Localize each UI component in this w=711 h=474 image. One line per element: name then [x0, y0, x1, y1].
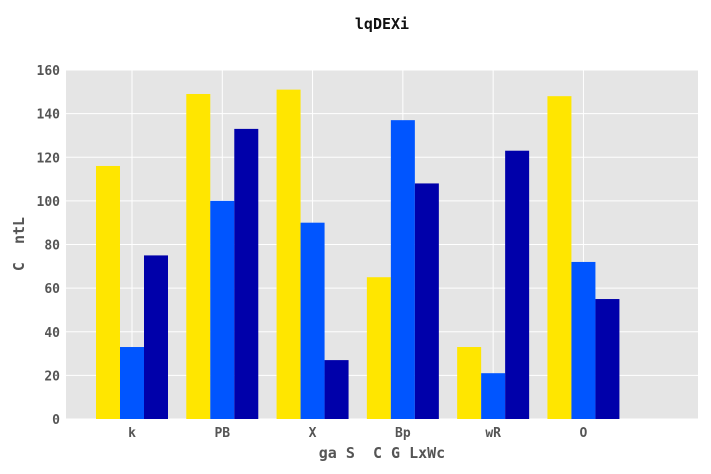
y-axis-ticks: 0 20 40 60 80 100 120 140 160: [37, 64, 61, 428]
x-tick-label: O: [580, 426, 588, 441]
bar: [186, 94, 210, 419]
y-axis-label: C ntL: [10, 217, 28, 271]
y-tick-label: 100: [37, 195, 61, 210]
bar: [505, 151, 529, 419]
bar: [415, 183, 439, 419]
bar: [325, 360, 349, 419]
bar: [96, 166, 120, 419]
y-tick-label: 80: [44, 239, 60, 254]
bar: [301, 223, 325, 419]
x-axis-ticks: k PB X Bp wR O: [128, 426, 587, 441]
bar: [391, 120, 415, 419]
bar: [234, 129, 258, 419]
bar: [571, 262, 595, 419]
y-tick-label: 20: [44, 369, 60, 384]
x-tick-label: PB: [214, 426, 230, 441]
y-tick-label: 160: [37, 64, 61, 79]
bar: [457, 347, 481, 419]
x-axis-label: ga S C G LxWc: [319, 444, 445, 462]
bar: [481, 373, 505, 419]
bar: [367, 277, 391, 419]
y-tick-label: 60: [44, 282, 60, 297]
chart-title: lqDEXi: [355, 15, 409, 33]
bar: [120, 347, 144, 419]
bar: [144, 255, 168, 419]
x-tick-label: X: [309, 426, 317, 441]
bar: [595, 299, 619, 419]
y-tick-label: 0: [52, 413, 60, 428]
y-tick-label: 40: [44, 326, 60, 341]
y-tick-label: 120: [37, 151, 61, 166]
y-tick-label: 140: [37, 108, 61, 123]
bar: [210, 201, 234, 419]
x-tick-label: Bp: [395, 426, 411, 441]
x-tick-label: k: [128, 426, 136, 441]
bar: [547, 96, 571, 419]
x-tick-label: wR: [485, 426, 501, 441]
bar: [277, 90, 301, 419]
